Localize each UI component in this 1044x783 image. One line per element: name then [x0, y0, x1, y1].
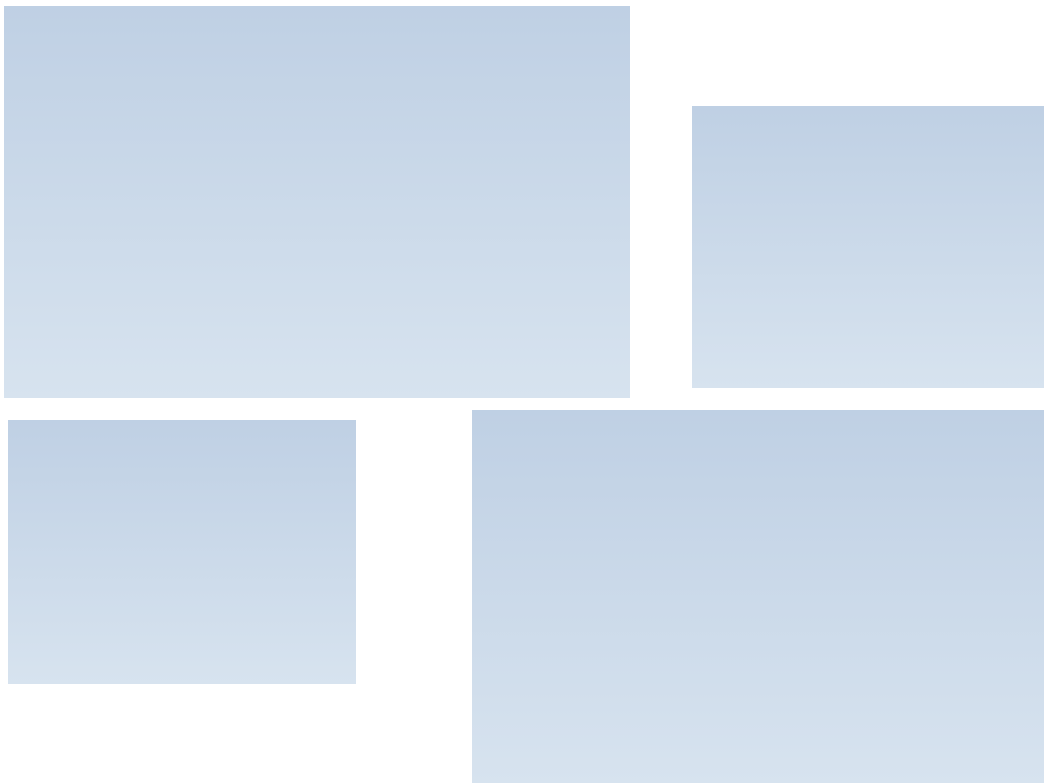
field-plot-horizontal-panel: Y X: [472, 410, 1044, 783]
geometry-horizontal-panel: y x: [692, 106, 1044, 388]
field-plot-vertical-panel: Y X: [4, 6, 630, 398]
geometry-vertical-panel: y x: [8, 420, 356, 684]
